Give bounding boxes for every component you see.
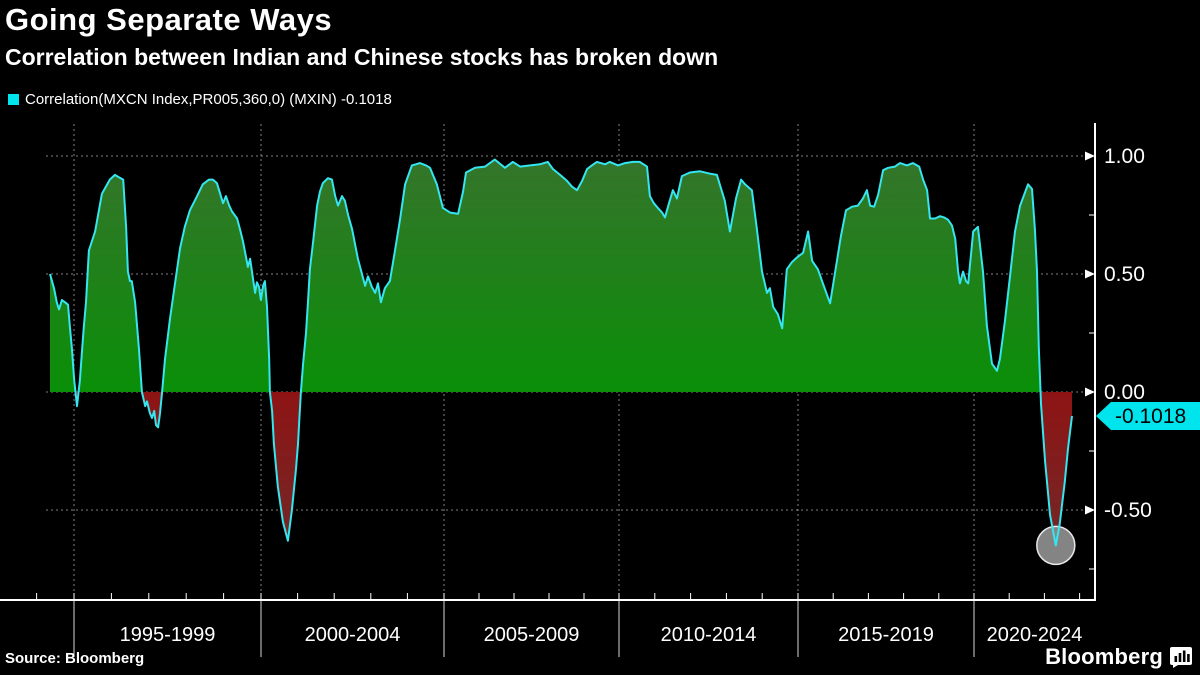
page-title: Going Separate Ways [5, 2, 333, 37]
axes-and-ticks [0, 123, 1096, 657]
bloomberg-chart-icon [1170, 647, 1192, 668]
grid-lines [46, 124, 1095, 600]
negative-area [50, 392, 1072, 546]
legend-swatch-icon [8, 94, 19, 105]
x-axis-period-label: 2000-2004 [305, 624, 401, 646]
y-axis-tick-label: 1.00 [1104, 145, 1145, 168]
last-value-badge: -0.1018 [1096, 402, 1200, 431]
y-axis-tick-label: 0.00 [1104, 381, 1145, 404]
y-axis-tick-label: 0.50 [1104, 263, 1145, 286]
positive-area [50, 159, 1072, 392]
correlation-line-path [49, 158, 1073, 547]
correlation-line [49, 158, 1073, 547]
y-axis-tick-label: -0.50 [1104, 499, 1152, 522]
source-credit: Source: Bloomberg [5, 650, 145, 667]
x-axis-period-label: 2020-2024 [987, 624, 1083, 646]
last-value-label: -0.1018 [1115, 405, 1186, 428]
legend: Correlation(MXCN Index,PR005,360,0) (MXI… [8, 91, 392, 108]
bloomberg-logo-text: Bloomberg [1045, 644, 1163, 669]
last-value-badge-shape [1096, 402, 1200, 431]
axis-labels: 1.00 0.50 0.00 -0.50 1995-1999 2000-2004 2005-… [120, 145, 1152, 646]
x-axis-period-label: 2010-2014 [661, 624, 757, 646]
x-axis-period-label: 1995-1999 [120, 624, 216, 646]
bloomberg-logo: Bloomberg [1045, 644, 1192, 670]
x-axis-period-label: 2015-2019 [838, 624, 934, 646]
area-fills [50, 159, 1072, 546]
chart-subtitle: Correlation between Indian and Chinese s… [5, 44, 719, 70]
x-axis-period-label: 2005-2009 [484, 624, 580, 646]
legend-label: Correlation(MXCN Index,PR005,360,0) (MXI… [25, 91, 392, 108]
